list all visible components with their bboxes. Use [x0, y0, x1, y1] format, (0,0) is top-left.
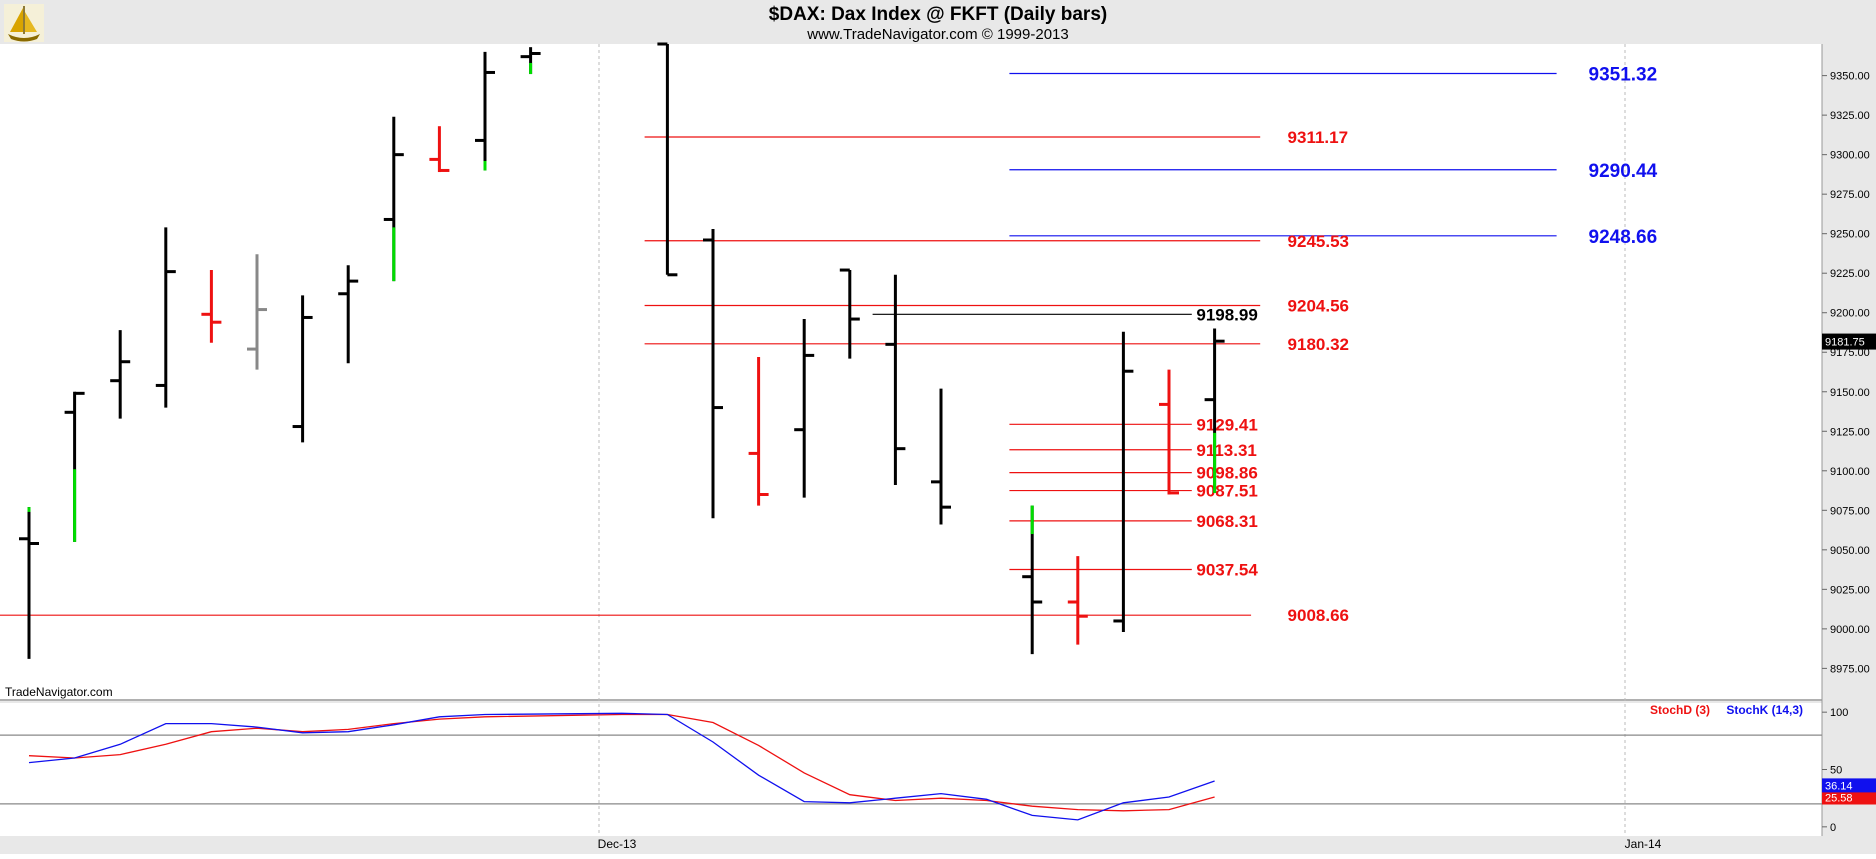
stochastic-legend: StochD (3) StochK (14,3) [1650, 703, 1803, 717]
grid [598, 44, 1626, 836]
price-tick-label: 9300.00 [1830, 150, 1870, 162]
price-tick-label: 9000.00 [1830, 624, 1870, 636]
level-label: 9129.41 [1196, 415, 1257, 434]
level-label: 9204.56 [1288, 297, 1349, 316]
price-tick-label: 9175.00 [1830, 347, 1870, 359]
legend-stoch-k: StochK (14,3) [1726, 703, 1803, 717]
last-price-flag [1822, 333, 1876, 350]
level-label: 9087.51 [1196, 482, 1257, 501]
stoch-value-label: 36.14 [1825, 780, 1853, 792]
price-tick-label: 9150.00 [1830, 387, 1870, 399]
price-tick-label: 9050.00 [1830, 545, 1870, 557]
legend-stoch-d: StochD (3) [1650, 703, 1710, 717]
stoch-tick-label: 50 [1830, 765, 1842, 777]
level-label: 9245.53 [1288, 232, 1349, 251]
stoch-tick-label: 100 [1830, 707, 1848, 719]
chart-title: $DAX: Dax Index @ FKFT (Daily bars) [769, 4, 1107, 25]
level-label: 9037.54 [1196, 561, 1258, 580]
sailboat-logo-icon [4, 4, 44, 42]
stoch-tick-label: 0 [1830, 822, 1836, 834]
level-label: 9068.31 [1196, 512, 1257, 531]
price-tick-label: 9025.00 [1830, 584, 1870, 596]
stoch-value-flag [1822, 778, 1876, 793]
price-tick-label: 9100.00 [1830, 466, 1870, 478]
price-tick-label: 9200.00 [1830, 308, 1870, 320]
watermark: TradeNavigator.com [5, 685, 113, 699]
price-tick-label: 9225.00 [1830, 268, 1870, 280]
chart-subtitle: www.TradeNavigator.com © 1999-2013 [806, 26, 1068, 43]
level-label: 9198.99 [1196, 305, 1257, 324]
stochastic-panel[interactable] [0, 703, 1822, 836]
level-label: 9311.17 [1288, 128, 1349, 147]
level-label: 9290.44 [1589, 161, 1658, 182]
level-label: 9248.66 [1589, 227, 1658, 248]
date-axis: Dec-13 Jan-14 [598, 837, 1662, 851]
price-tick-label: 9075.00 [1830, 505, 1870, 517]
ohlc-bars [19, 42, 1225, 659]
price-tick-label: 9125.00 [1830, 426, 1870, 438]
last-price-label: 9181.75 [1825, 337, 1865, 349]
price-tick-label: 8975.00 [1830, 663, 1870, 675]
price-axis [1822, 44, 1876, 836]
level-label: 9113.31 [1196, 441, 1257, 460]
level-label: 9098.86 [1196, 464, 1257, 483]
price-axis-ticks: 8975.00 9000.00 9025.00 9050.00 9075.00 9100.… [1822, 71, 1876, 675]
level-lines: 9351.32 9311.17 9290.44 9248.66 9245.53 9204.… [0, 65, 1658, 625]
level-label: 9351.32 [1589, 65, 1658, 86]
date-tick-label: Dec-13 [598, 837, 637, 851]
date-tick-label: Jan-14 [1625, 837, 1662, 851]
price-tick-label: 9325.00 [1830, 110, 1870, 122]
level-label: 9008.66 [1288, 606, 1349, 625]
stoch-value-flag [1822, 790, 1876, 805]
level-label: 9180.32 [1288, 335, 1349, 354]
stoch-series-line [28, 712, 1215, 821]
price-tick-label: 9250.00 [1830, 229, 1870, 241]
price-tick-label: 9275.00 [1830, 189, 1870, 201]
price-panel[interactable] [0, 44, 1822, 700]
price-tick-label: 9350.00 [1830, 71, 1870, 83]
stoch-value-label: 25.58 [1825, 792, 1853, 804]
